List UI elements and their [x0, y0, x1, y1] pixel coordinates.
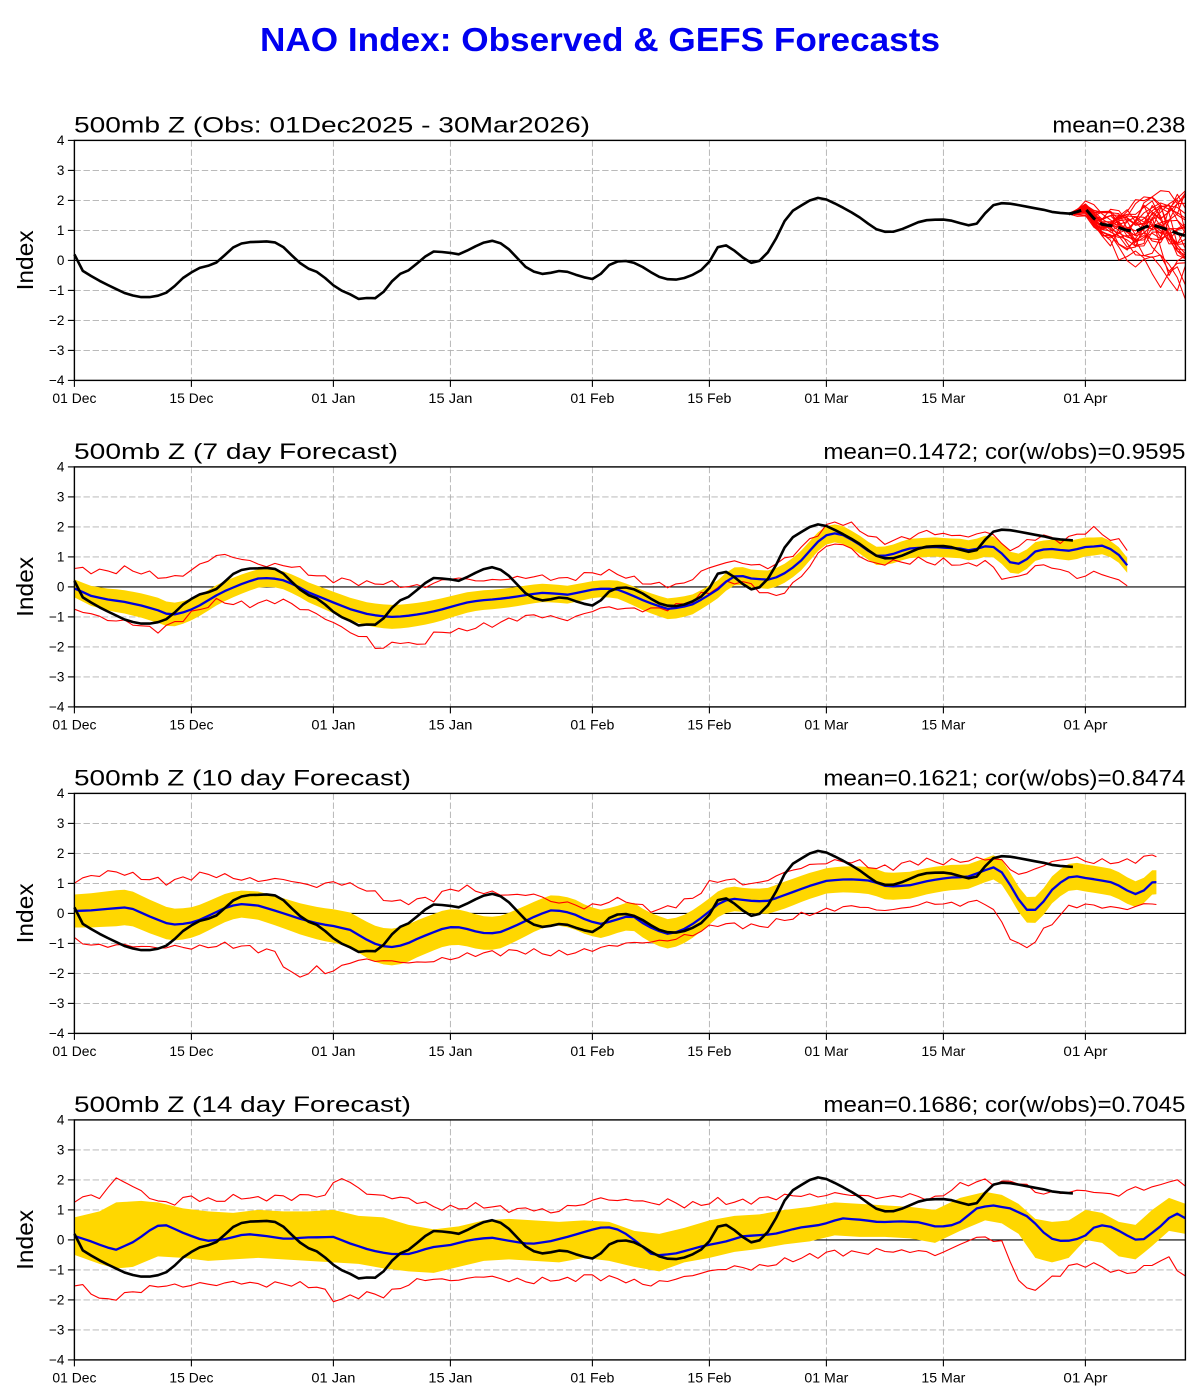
svg-text:2: 2	[57, 193, 65, 208]
svg-text:01 Feb: 01 Feb	[570, 390, 614, 406]
svg-text:3: 3	[57, 1143, 65, 1158]
svg-text:01 Feb: 01 Feb	[570, 716, 614, 732]
svg-text:15 Dec: 15 Dec	[169, 1369, 213, 1385]
svg-text:mean=0.1686; cor(w/obs)=0.7045: mean=0.1686; cor(w/obs)=0.7045	[823, 1092, 1185, 1117]
svg-text:mean=0.238: mean=0.238	[1052, 112, 1185, 137]
svg-text:15 Dec: 15 Dec	[169, 390, 213, 406]
svg-text:0: 0	[57, 580, 65, 595]
svg-text:15 Mar: 15 Mar	[921, 716, 965, 732]
svg-text:15 Feb: 15 Feb	[687, 1043, 731, 1059]
svg-text:500mb Z (10 day Forecast): 500mb Z (10 day Forecast)	[74, 765, 411, 790]
svg-text:4: 4	[57, 460, 65, 475]
svg-text:01 Apr: 01 Apr	[1063, 716, 1107, 732]
svg-text:01 Mar: 01 Mar	[804, 1369, 848, 1385]
svg-text:−2: −2	[49, 313, 64, 328]
svg-text:01 Jan: 01 Jan	[311, 390, 355, 406]
svg-text:−1: −1	[49, 610, 64, 625]
svg-text:−3: −3	[49, 343, 64, 358]
svg-text:01 Dec: 01 Dec	[52, 1043, 96, 1059]
svg-text:mean=0.1621; cor(w/obs)=0.8474: mean=0.1621; cor(w/obs)=0.8474	[823, 765, 1185, 790]
svg-text:−4: −4	[49, 373, 65, 388]
svg-text:Index: Index	[12, 883, 38, 944]
svg-text:01 Dec: 01 Dec	[52, 1369, 96, 1385]
svg-text:500mb Z (14 day Forecast): 500mb Z (14 day Forecast)	[74, 1092, 411, 1117]
svg-text:Index: Index	[12, 230, 38, 291]
svg-text:01 Jan: 01 Jan	[311, 1043, 355, 1059]
svg-text:15 Dec: 15 Dec	[169, 716, 213, 732]
svg-text:15 Jan: 15 Jan	[428, 1043, 472, 1059]
svg-text:01 Apr: 01 Apr	[1063, 1369, 1107, 1385]
svg-text:NAO Index: Observed & GEFS For: NAO Index: Observed & GEFS Forecasts	[260, 21, 940, 58]
svg-text:1: 1	[57, 223, 65, 238]
svg-text:01 Jan: 01 Jan	[311, 716, 355, 732]
svg-text:01 Dec: 01 Dec	[52, 390, 96, 406]
svg-text:−4: −4	[49, 700, 65, 715]
svg-text:01 Mar: 01 Mar	[804, 1043, 848, 1059]
svg-text:1: 1	[57, 1203, 65, 1218]
svg-text:−4: −4	[49, 1353, 65, 1368]
svg-text:−2: −2	[49, 966, 64, 981]
svg-text:−3: −3	[49, 670, 64, 685]
svg-text:Index: Index	[12, 1209, 38, 1270]
svg-text:4: 4	[57, 1113, 65, 1128]
svg-text:−1: −1	[49, 936, 64, 951]
svg-text:0: 0	[57, 253, 65, 268]
svg-text:15 Mar: 15 Mar	[921, 1369, 965, 1385]
svg-text:500mb Z (Obs: 01Dec2025 - 30Ma: 500mb Z (Obs: 01Dec2025 - 30Mar2026)	[74, 112, 590, 137]
svg-text:01 Mar: 01 Mar	[804, 716, 848, 732]
svg-text:15 Feb: 15 Feb	[687, 716, 731, 732]
svg-text:15 Feb: 15 Feb	[687, 390, 731, 406]
svg-text:−1: −1	[49, 283, 64, 298]
svg-text:15 Feb: 15 Feb	[687, 1369, 731, 1385]
svg-text:Index: Index	[12, 556, 38, 617]
svg-text:−1: −1	[49, 1263, 64, 1278]
svg-text:3: 3	[57, 490, 65, 505]
svg-text:2: 2	[57, 520, 65, 535]
svg-text:−4: −4	[49, 1026, 65, 1041]
svg-text:−2: −2	[49, 1293, 64, 1308]
svg-text:0: 0	[57, 906, 65, 921]
svg-text:1: 1	[57, 550, 65, 565]
svg-text:01 Feb: 01 Feb	[570, 1043, 614, 1059]
svg-text:15 Jan: 15 Jan	[428, 1369, 472, 1385]
svg-text:−2: −2	[49, 640, 64, 655]
svg-text:15 Jan: 15 Jan	[428, 390, 472, 406]
svg-text:01 Dec: 01 Dec	[52, 716, 96, 732]
svg-text:4: 4	[57, 133, 65, 148]
svg-text:4: 4	[57, 786, 65, 801]
svg-text:500mb Z (7 day Forecast): 500mb Z (7 day Forecast)	[74, 439, 398, 464]
svg-text:2: 2	[57, 846, 65, 861]
svg-text:15 Mar: 15 Mar	[921, 390, 965, 406]
svg-text:−3: −3	[49, 996, 64, 1011]
svg-text:01 Jan: 01 Jan	[311, 1369, 355, 1385]
svg-text:3: 3	[57, 816, 65, 831]
svg-text:01 Apr: 01 Apr	[1063, 1043, 1107, 1059]
svg-text:3: 3	[57, 163, 65, 178]
svg-text:1: 1	[57, 876, 65, 891]
svg-text:−3: −3	[49, 1323, 64, 1338]
svg-text:15 Mar: 15 Mar	[921, 1043, 965, 1059]
svg-text:0: 0	[57, 1233, 65, 1248]
svg-text:01 Apr: 01 Apr	[1063, 390, 1107, 406]
svg-text:15 Dec: 15 Dec	[169, 1043, 213, 1059]
svg-text:01 Feb: 01 Feb	[570, 1369, 614, 1385]
svg-text:2: 2	[57, 1173, 65, 1188]
svg-text:mean=0.1472; cor(w/obs)=0.9595: mean=0.1472; cor(w/obs)=0.9595	[823, 439, 1185, 464]
svg-text:01 Mar: 01 Mar	[804, 390, 848, 406]
svg-text:15 Jan: 15 Jan	[428, 716, 472, 732]
